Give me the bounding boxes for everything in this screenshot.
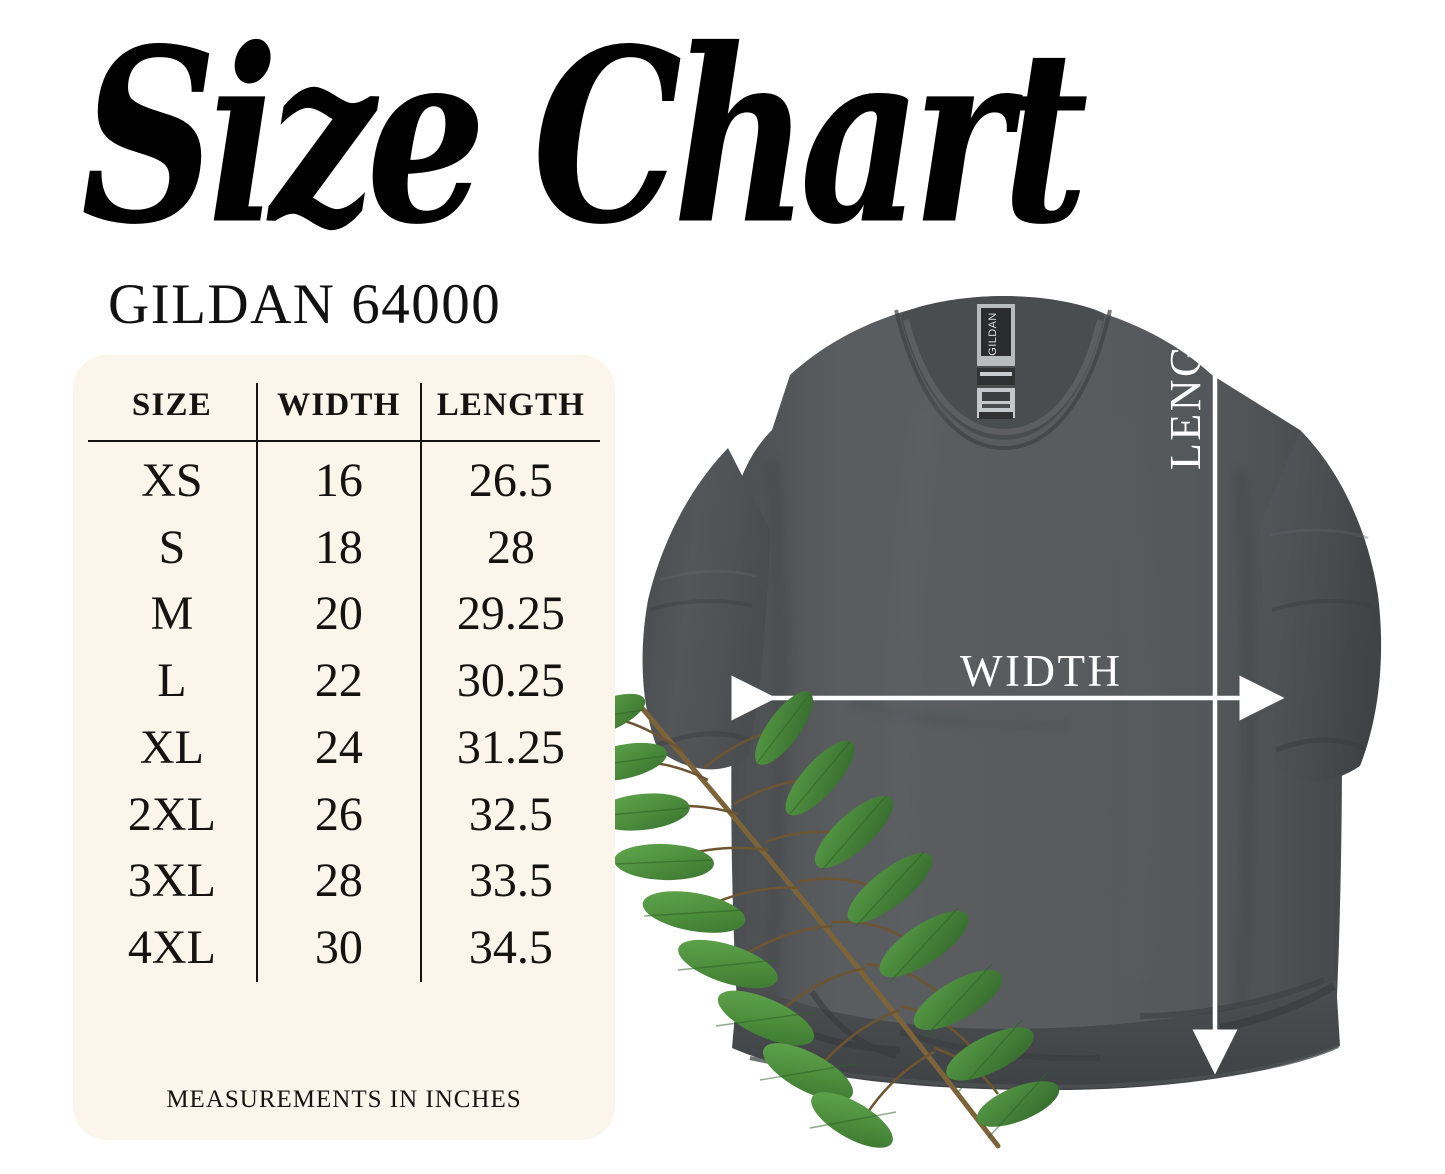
size-table: SIZE WIDTH LENGTH XS 16 26.5 S 18 28 [88, 383, 600, 982]
cell-width: 30 [255, 915, 422, 982]
width-label: WIDTH [960, 646, 1123, 696]
page-title: Size Chart [81, 0, 1089, 278]
cell-size: S [158, 520, 186, 574]
cell-length: 28 [486, 520, 535, 574]
table-row: M 20 29.25 [88, 581, 600, 649]
cell-width: 28 [255, 848, 422, 916]
cell-length: 26.5 [468, 454, 553, 507]
cell-width: 24 [255, 714, 422, 782]
neck-label: GILDAN [977, 304, 1015, 419]
cell-width: 22 [255, 648, 422, 715]
table-header-row: SIZE WIDTH LENGTH [88, 383, 600, 442]
table-row: XL 24 31.25 [88, 714, 600, 782]
cell-size: 2XL [127, 787, 216, 841]
size-table-card: SIZE WIDTH LENGTH XS 16 26.5 S 18 28 [73, 355, 615, 1140]
measurement-units-note: MEASUREMENTS IN INCHES [166, 1086, 522, 1113]
cell-size: XL [139, 720, 204, 774]
table-row: 3XL 28 33.5 [88, 848, 600, 916]
cell-width: 18 [255, 514, 422, 582]
product-style-label: GILDAN 64000 [108, 273, 502, 336]
column-header-size: SIZE [88, 383, 257, 442]
length-label: LENGTH [1161, 279, 1210, 470]
leaf-branch-decoration [598, 691, 1060, 1149]
table-row: L 22 30.25 [88, 648, 600, 715]
cell-size: XS [141, 454, 203, 507]
cell-width: 26 [255, 781, 422, 849]
column-header-width: WIDTH [255, 383, 422, 442]
cell-length: 33.5 [468, 854, 553, 908]
cell-width: 16 [255, 441, 422, 515]
cell-size: 3XL [127, 854, 216, 908]
cell-size: L [157, 654, 187, 708]
cell-length: 29.25 [456, 587, 565, 641]
cell-length: 34.5 [468, 921, 553, 975]
svg-text:GILDAN: GILDAN [987, 312, 999, 355]
table-row: 4XL 30 34.5 [88, 915, 600, 982]
cell-size: 4XL [127, 921, 216, 975]
cell-size: M [150, 587, 194, 641]
cell-width: 20 [255, 581, 422, 649]
table-row: 2XL 26 32.5 [88, 781, 600, 849]
table-row: S 18 28 [88, 514, 600, 582]
table-row: XS 16 26.5 [88, 441, 600, 515]
cell-length: 30.25 [456, 654, 565, 708]
column-header-length: LENGTH [420, 383, 600, 442]
cell-length: 31.25 [456, 720, 565, 774]
cell-length: 32.5 [468, 787, 553, 841]
